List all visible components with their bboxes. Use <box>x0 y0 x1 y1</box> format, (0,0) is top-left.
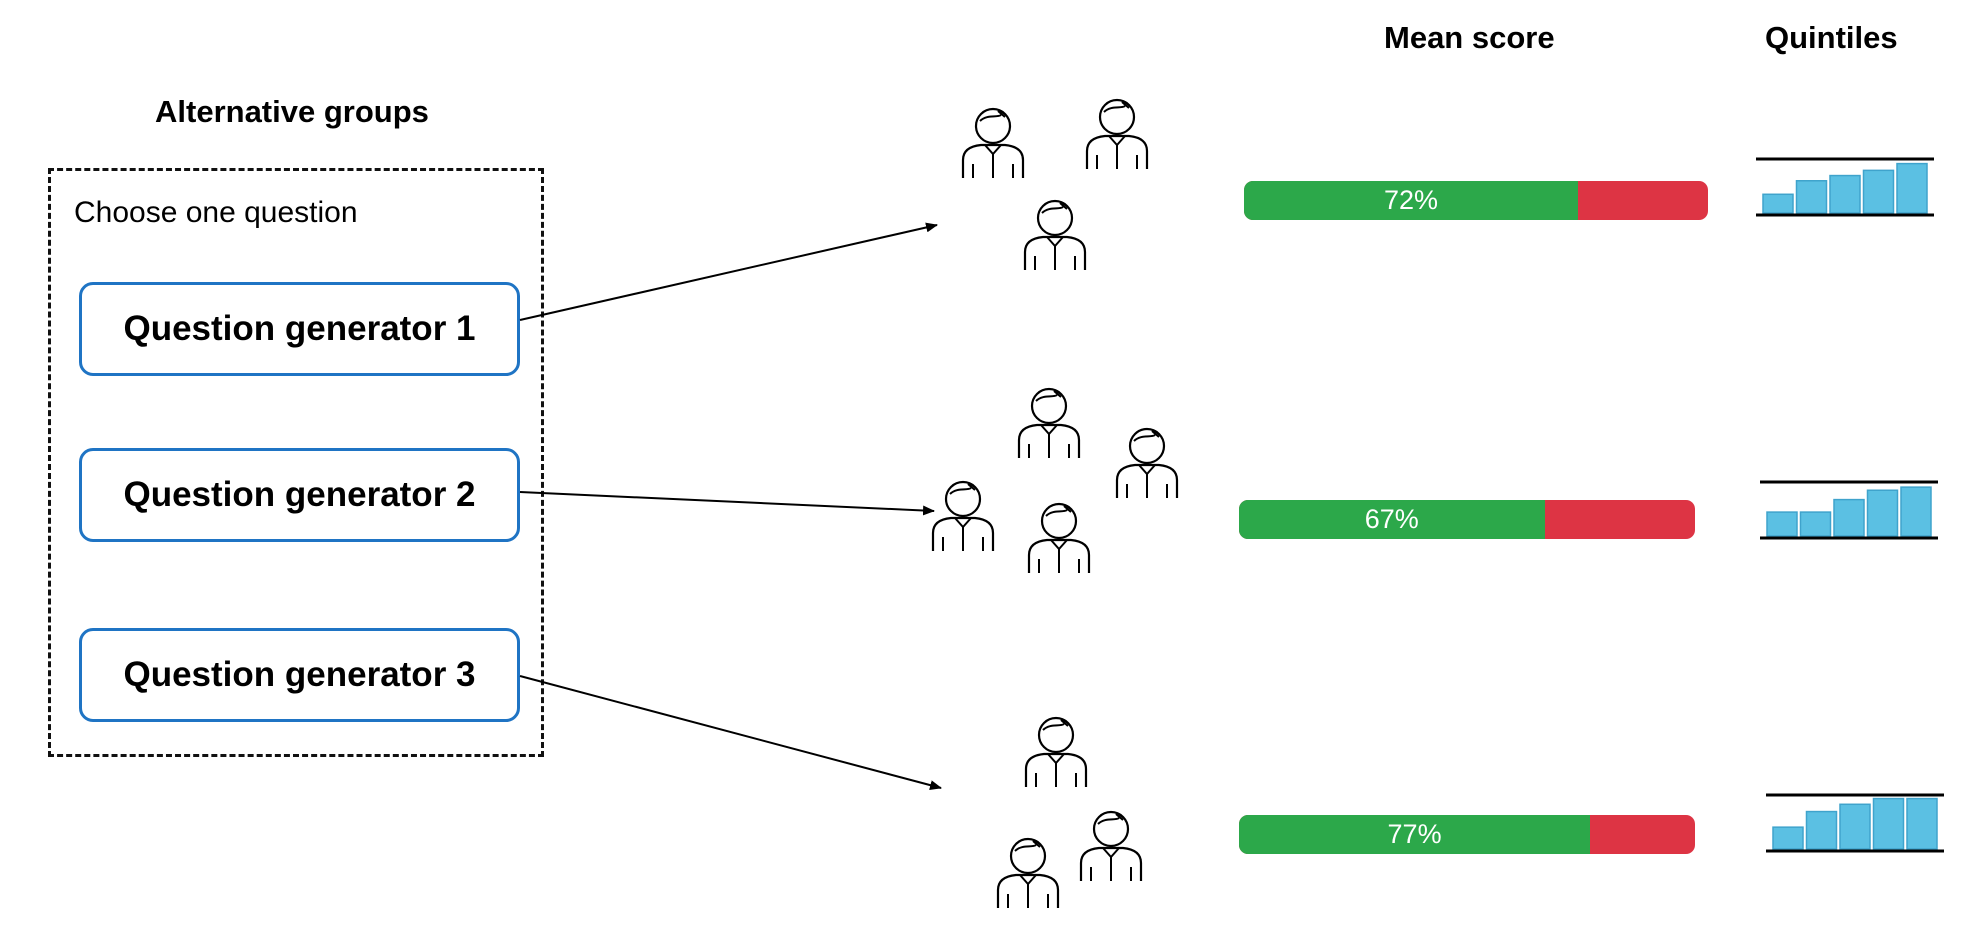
mean-score-bar-1: 72% <box>1244 181 1708 220</box>
quintile-bar <box>1795 180 1828 214</box>
alternative-groups-heading: Alternative groups <box>155 94 429 129</box>
quintile-bar <box>1833 498 1865 537</box>
arrow-icon <box>519 222 938 321</box>
quintiles-chart-3 <box>1766 793 1944 853</box>
mean-score-bar-3: 77% <box>1239 815 1695 854</box>
mean-score-bar-2: 67% <box>1239 500 1695 539</box>
quintile-bar <box>1906 797 1938 850</box>
person-icon <box>1079 810 1143 883</box>
person-icon <box>996 837 1060 910</box>
quintile-bar <box>1829 174 1861 214</box>
question-generator-2-button[interactable]: Question generator 2 <box>79 448 520 542</box>
quintiles-heading: Quintiles <box>1765 20 1898 55</box>
mean-score-label-1: 72% <box>1384 185 1439 215</box>
person-icon <box>1017 387 1081 460</box>
arrow-icon <box>519 491 935 516</box>
mean-score-label-2: 67% <box>1364 504 1419 534</box>
quintiles-chart-2 <box>1760 480 1938 540</box>
person-icon <box>1085 98 1149 171</box>
person-icon <box>1023 199 1087 272</box>
mean-score-heading: Mean score <box>1384 20 1555 55</box>
mean-score-fill-3 <box>1239 815 1591 854</box>
quintile-bar <box>1762 193 1794 214</box>
alternative-groups-box <box>48 168 544 757</box>
mean-score-label-3: 77% <box>1387 819 1442 849</box>
person-icon <box>1115 427 1179 500</box>
quintile-bar <box>1772 826 1804 850</box>
quintile-bar <box>1900 486 1932 537</box>
quintile-bar <box>1805 810 1838 850</box>
arrow-icon <box>519 675 942 791</box>
quintile-bar <box>1866 489 1899 537</box>
choose-question-label: Choose one question <box>74 196 358 229</box>
question-generator-1-button[interactable]: Question generator 1 <box>79 282 520 376</box>
quintile-bar <box>1896 162 1928 214</box>
quintiles-chart-1 <box>1756 157 1934 217</box>
quintile-bar <box>1872 797 1905 850</box>
person-icon <box>931 480 995 553</box>
question-generator-3-button[interactable]: Question generator 3 <box>79 628 520 722</box>
quintile-bar <box>1799 511 1832 537</box>
quintile-bar <box>1766 511 1798 537</box>
quintile-bar <box>1862 169 1895 214</box>
mean-score-fill-1 <box>1244 181 1579 220</box>
mean-score-fill-2 <box>1239 500 1545 539</box>
person-icon <box>1024 716 1088 789</box>
person-icon <box>961 107 1025 180</box>
person-icon <box>1027 502 1091 575</box>
quintile-bar <box>1839 803 1871 850</box>
